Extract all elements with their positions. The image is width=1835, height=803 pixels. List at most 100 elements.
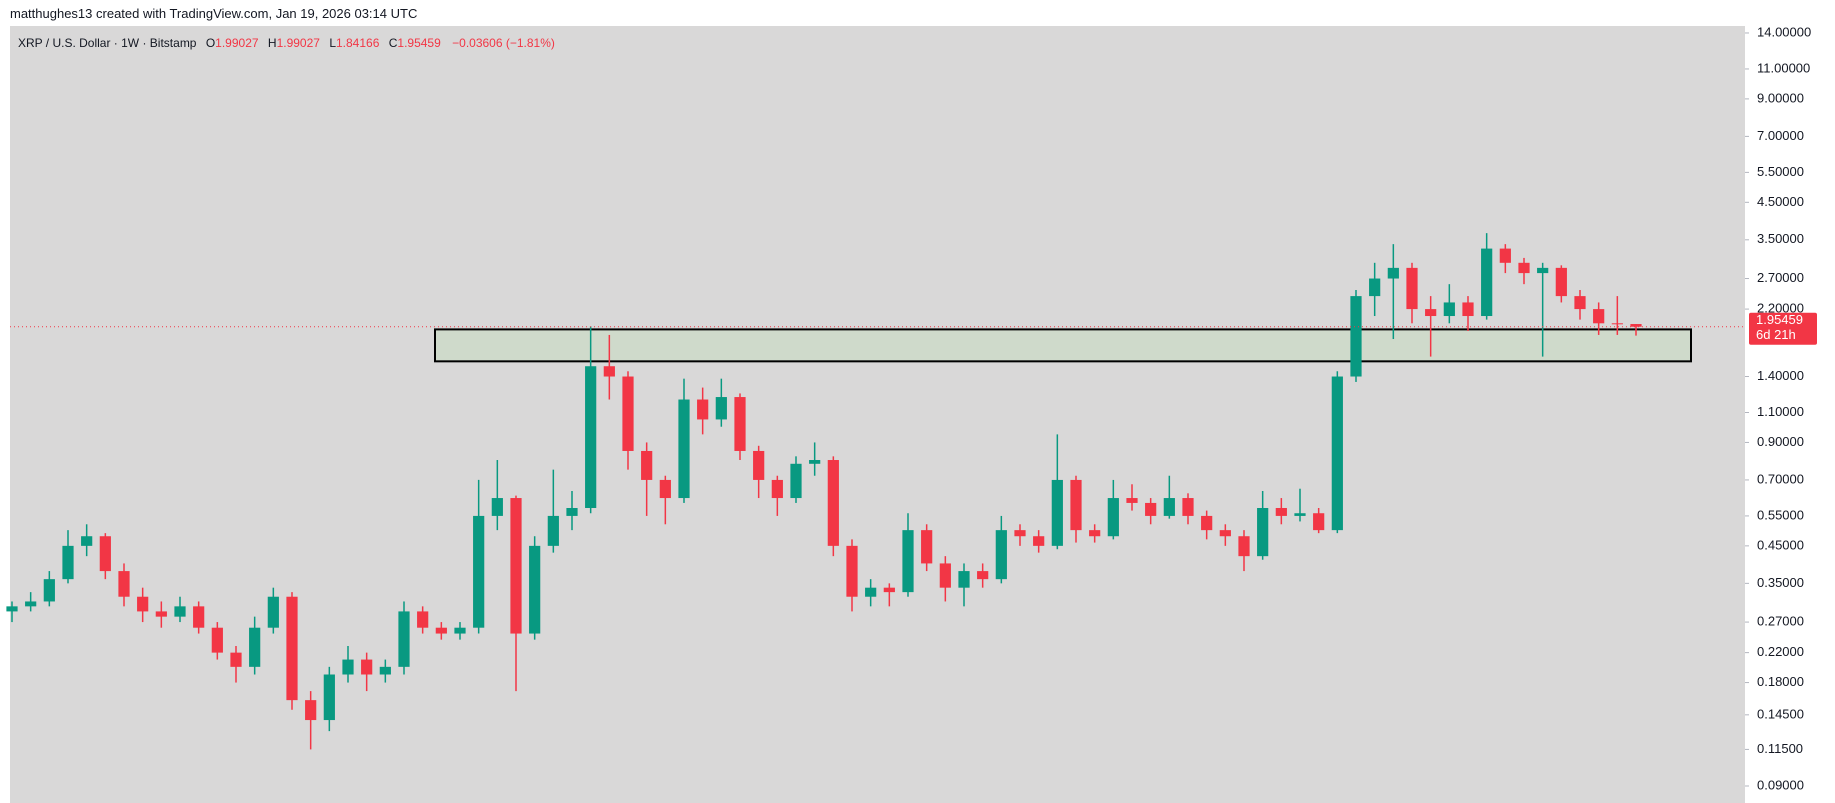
candle-body [25,601,37,607]
candle-body [1145,502,1157,516]
last-price-label: 1.95459 [1756,312,1803,327]
y-tick-label: 0.70000 [1757,471,1804,486]
y-tick-label: 0.11500 [1757,741,1803,756]
candle-body [249,627,261,667]
candle-body [1350,296,1362,377]
candle-body [1443,302,1455,317]
candle-body [174,606,186,617]
ohlc-value: 1.84166 [336,36,380,50]
ohlc-key: O [205,36,216,50]
candle-body [1107,498,1119,537]
candle-body [342,659,354,675]
candle-body [267,596,279,628]
candle-body [99,536,111,572]
y-tick-label: 1.10000 [1757,404,1804,419]
candle-body [1163,498,1175,516]
candle-body [1126,498,1138,503]
y-tick-label: 1.40000 [1757,368,1804,383]
ohlc-value: 1.99027 [276,36,320,50]
y-tick-label: 0.22000 [1757,644,1804,659]
y-tick-label: 4.50000 [1757,194,1804,209]
candle-body [1051,479,1063,546]
y-tick-label: 0.27000 [1757,614,1804,629]
candle-body [1537,267,1549,274]
candle-body [902,530,914,593]
legend: XRP / U.S. Dollar · 1W · Bitstamp O1.990… [18,36,555,50]
candle-body [977,571,989,580]
change: −0.03606 (−1.81%) [452,36,555,50]
candle-body [1033,536,1045,546]
candle-body [1257,507,1269,557]
candle-body [547,515,559,546]
candle-body [1499,248,1511,263]
candle-body [417,611,429,628]
candle-body [1182,498,1194,516]
candle-body [790,463,802,499]
candle-body [846,545,858,597]
candle-body [1593,309,1605,324]
candle-body [678,399,690,499]
candle-body [137,596,149,612]
y-tick-label: 0.09000 [1757,777,1804,792]
candle-body [1014,530,1026,537]
candle-body [1275,507,1287,516]
candle-body [697,399,709,420]
candle-body [1238,536,1250,557]
candle-body [1070,479,1082,531]
candle-body [921,530,933,564]
ohlc-value: 1.95459 [397,36,441,50]
candle-body [323,674,335,721]
ohlc-value: 1.99027 [215,36,259,50]
candle-body [958,571,970,588]
candle-body [398,611,410,667]
candle-body [1219,530,1231,537]
candle-body [827,460,839,546]
y-tick-label: 3.50000 [1757,231,1804,246]
candle-body [6,606,18,612]
candle-body [43,579,55,602]
candle-body [753,450,765,480]
y-tick-label: 0.90000 [1757,434,1804,449]
candle-body [1089,530,1101,537]
candle-body [1481,248,1493,317]
plot-area [10,26,1745,803]
ohlc-key: C [388,36,398,50]
candle-body [454,627,466,634]
candle-body [286,596,298,701]
candle-body [1406,267,1418,310]
candle-body [510,498,522,634]
candle-body [1313,513,1325,531]
candle-body [1387,267,1399,279]
y-tick-label: 14.00000 [1757,24,1811,39]
y-tick-label: 0.35000 [1757,575,1804,590]
candle-body [1294,513,1306,516]
y-tick-label: 0.55000 [1757,507,1804,522]
y-tick-label: 9.00000 [1757,90,1804,105]
countdown: 6d 21h [1756,327,1796,342]
candle-body [1462,302,1474,317]
candle-body [361,659,373,675]
candle-body [995,530,1007,580]
candle-body [1201,515,1213,531]
candle-body [603,366,615,377]
candle-body [1518,262,1530,274]
candle-body [230,652,242,667]
y-tick-label: 5.50000 [1757,164,1804,179]
candle-body [622,376,634,451]
candle-body [809,460,821,464]
candle-body [529,545,541,634]
y-tick-label: 0.14500 [1757,706,1804,721]
candle-body [566,507,578,516]
candle-body [491,498,503,516]
attribution: matthughes13 created with TradingView.co… [10,6,418,21]
candle-body [435,627,447,634]
candle-body [865,587,877,597]
symbol: XRP / U.S. Dollar · 1W · Bitstamp [18,36,197,50]
candle-body [1630,324,1642,327]
candle-body [771,479,783,499]
ohlc-key: L [329,36,336,50]
candle-body [379,666,391,675]
candle-body [211,627,223,653]
price-axis [1745,26,1835,803]
candle-body [883,587,895,593]
